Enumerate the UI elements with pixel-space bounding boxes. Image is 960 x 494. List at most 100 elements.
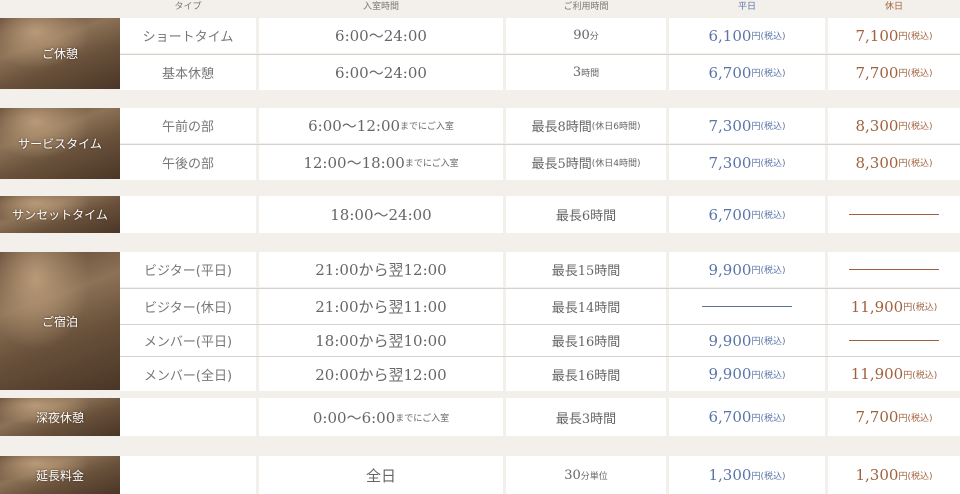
weekday-price-cell: 7,300 円(税込) <box>669 145 825 180</box>
type-cell <box>120 398 256 436</box>
group-label: サンセットタイム <box>0 196 120 233</box>
group-label: 延長料金 <box>0 456 120 494</box>
header-entry: 入室時間 <box>362 2 399 12</box>
group-label: 深夜休憩 <box>0 398 120 436</box>
weekday-price: 9,900 <box>708 260 752 279</box>
usage-time: 最長3時間 <box>555 411 617 427</box>
not-available-dash <box>849 269 939 270</box>
usage-time: 最長15時間 <box>551 264 621 279</box>
price-unit: 円(税込) <box>751 69 786 79</box>
table-row: メンバー(平日) 18:00から翌10:00 最長16時間 9,900 円(税込) <box>120 324 960 356</box>
type-cell: ショートタイム <box>120 18 256 53</box>
usage-suffix: (休日4時間) <box>591 159 641 169</box>
weekday-price: 9,900 <box>708 331 752 350</box>
entry-time-cell: 21:00から翌11:00 <box>259 289 503 324</box>
usage-time-cell: 最長15時間 <box>506 252 666 287</box>
weekday-price-cell: 9,900 円(税込) <box>669 357 825 391</box>
entry-time-cell: 0:00〜6:00 までにご入室 <box>259 398 503 436</box>
weekday-price-cell: 9,900 円(税込) <box>669 325 825 356</box>
entry-time: 21:00から翌12:00 <box>315 261 447 279</box>
price-unit: 円(税込) <box>751 122 786 132</box>
entry-time: 0:00〜6:00 <box>312 408 396 427</box>
entry-time: 6:00〜24:00 <box>335 27 427 45</box>
entry-time-cell: 18:00〜24:00 <box>259 196 503 233</box>
header-usage: ご利用時間 <box>563 2 609 12</box>
price-unit: 円(税込) <box>751 32 786 42</box>
type-cell <box>120 196 256 233</box>
price-unit: 円(税込) <box>898 122 933 132</box>
rate-group: 深夜休憩 0:00〜6:00 までにご入室 最長3時間 6,700 円(税込) 7,700 円… <box>0 398 960 436</box>
weekday-price-cell: 6,700 円(税込) <box>669 196 825 233</box>
price-unit: 円(税込) <box>751 471 786 482</box>
price-unit: 円(税込) <box>898 413 933 424</box>
table-row: 午前の部 6:00〜12:00 までにご入室 最長8時間 (休日6時間) 7,300 円(税… <box>120 108 960 143</box>
rate-group: サービスタイム 午前の部 6:00〜12:00 までにご入室 最長8時間 (休日6時間) 7… <box>0 108 960 180</box>
table-row: 午後の部 12:00〜18:00 までにご入室 最長5時間 (休日4時間) 7,300 円(… <box>120 144 960 180</box>
price-unit: 円(税込) <box>898 471 933 482</box>
rate-group: ご休憩 ショートタイム 6:00〜24:00 90 分 6,100 円(税込) 7,100 円(… <box>0 18 960 90</box>
entry-time-cell: 18:00から翌10:00 <box>259 325 503 356</box>
entry-time-cell: 21:00から翌12:00 <box>259 252 503 287</box>
rate-group: 延長料金 全日 30 分単位 1,300 円(税込) 1,300 円(税込) <box>0 456 960 494</box>
holiday-price: 8,300 <box>855 116 899 135</box>
usage-time: 最長14時間 <box>551 301 621 316</box>
usage-time-cell: 最長14時間 <box>506 289 666 324</box>
entry-time: 18:00〜24:00 <box>330 206 432 224</box>
weekday-price-cell: 1,300 円(税込) <box>669 456 825 494</box>
weekday-price: 6,100 <box>708 26 752 45</box>
usage-suffix: 時間 <box>581 69 600 79</box>
holiday-price-cell: 7,100 円(税込) <box>828 18 960 53</box>
rate-group: サンセットタイム 18:00〜24:00 最長6時間 6,700 円(税込) <box>0 196 960 233</box>
usage-time: 最長6時間 <box>555 209 617 224</box>
price-unit: 円(税込) <box>751 337 786 347</box>
type-cell: メンバー(平日) <box>120 325 256 356</box>
holiday-price-cell <box>828 252 960 287</box>
weekday-price-cell <box>669 289 825 324</box>
holiday-price-cell: 8,300 円(税込) <box>828 108 960 143</box>
table-row: ビジター(休日) 21:00から翌11:00 最長14時間 11,900 円(税込) <box>120 288 960 324</box>
weekday-price-cell: 7,300 円(税込) <box>669 108 825 143</box>
usage-suffix: 分 <box>589 32 599 42</box>
table-row: 基本休憩 6:00〜24:00 3 時間 6,700 円(税込) 7,700 円(税込) <box>120 54 960 90</box>
header-holiday: 休日 <box>884 2 903 12</box>
weekday-price: 7,300 <box>708 116 752 135</box>
entry-time-cell: 6:00〜24:00 <box>259 55 503 90</box>
usage-time: 最長16時間 <box>551 335 621 350</box>
holiday-price-cell: 1,300 円(税込) <box>828 456 960 494</box>
price-unit: 円(税込) <box>751 413 786 424</box>
table-row: メンバー(全日) 20:00から翌12:00 最長16時間 9,900 円(税込) 11,… <box>120 356 960 391</box>
entry-time: 12:00〜18:00 <box>303 154 405 172</box>
group-label: ご宿泊 <box>0 252 120 390</box>
holiday-price-cell: 7,700 円(税込) <box>828 55 960 90</box>
holiday-price-cell <box>828 325 960 356</box>
weekday-price: 9,900 <box>708 365 752 383</box>
price-unit: 円(税込) <box>751 211 786 221</box>
price-unit: 円(税込) <box>898 159 933 169</box>
price-unit: 円(税込) <box>751 266 786 276</box>
usage-suffix: (休日6時間) <box>591 122 641 132</box>
holiday-price-cell: 11,900 円(税込) <box>828 289 960 324</box>
table-row: ビジター(平日) 21:00から翌12:00 最長15時間 9,900 円(税込) <box>120 252 960 287</box>
usage-time-cell: 最長16時間 <box>506 325 666 356</box>
not-available-dash <box>702 306 792 307</box>
holiday-price: 7,100 <box>855 26 899 45</box>
header-type: タイプ <box>174 2 202 12</box>
entry-time: 20:00から翌12:00 <box>315 365 447 384</box>
holiday-price: 1,300 <box>855 466 899 484</box>
weekday-price-cell: 9,900 円(税込) <box>669 252 825 287</box>
price-unit: 円(税込) <box>898 32 933 42</box>
header-weekday: 平日 <box>737 2 756 12</box>
type-cell: 午前の部 <box>120 108 256 143</box>
usage-time: 最長8時間 <box>531 120 592 135</box>
not-available-dash <box>849 340 939 341</box>
weekday-price: 6,700 <box>708 408 752 426</box>
entry-time-cell: 6:00〜24:00 <box>259 18 503 53</box>
entry-time: 21:00から翌11:00 <box>315 298 447 316</box>
weekday-price-cell: 6,100 円(税込) <box>669 18 825 53</box>
table-row: 0:00〜6:00 までにご入室 最長3時間 6,700 円(税込) 7,700 円(税込) <box>120 398 960 436</box>
usage-time: 最長5時間 <box>531 157 592 172</box>
usage-suffix: 分単位 <box>580 471 608 482</box>
usage-time-cell: 3 時間 <box>506 55 666 90</box>
usage-time-cell: 最長5時間 (休日4時間) <box>506 145 666 180</box>
